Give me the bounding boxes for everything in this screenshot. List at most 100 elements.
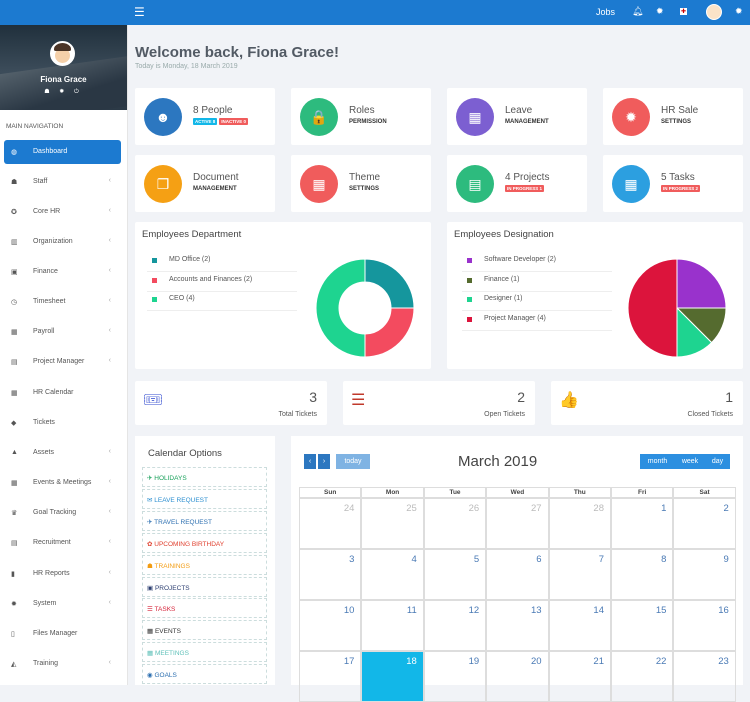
month-view-button[interactable]: month bbox=[640, 454, 675, 469]
calendar-option-trainings[interactable]: ☗ TRAININGS bbox=[142, 554, 267, 575]
legend-label: MD Office (2) bbox=[169, 256, 211, 263]
ticket-count: 2 bbox=[517, 389, 525, 405]
sidebar-item-goal-tracking[interactable]: ♛ Goal Tracking ‹ bbox=[4, 501, 121, 525]
stat-card[interactable]: ▦ 5 Tasks IN PROGRESS 2 bbox=[603, 155, 743, 212]
ticket-card[interactable]: 👍 1 Closed Tickets bbox=[551, 381, 743, 425]
calendar-option-meetings[interactable]: ▦ MEETINGS bbox=[142, 642, 267, 663]
day-view-button[interactable]: day bbox=[705, 454, 730, 469]
ticket-count: 3 bbox=[309, 389, 317, 405]
sidebar-item-events-meetings[interactable]: ▦ Events & Meetings ‹ bbox=[4, 471, 121, 495]
calendar-day[interactable]: 5 bbox=[423, 549, 487, 600]
sidebar-item-label: Timesheet bbox=[33, 298, 66, 305]
calendar-day[interactable]: 1 bbox=[611, 498, 674, 549]
sidebar-item-dashboard[interactable]: ◍ Dashboard bbox=[4, 140, 121, 164]
chevron-left-icon: ‹ bbox=[108, 478, 111, 485]
stat-card[interactable]: ❐ Document MANAGEMENT bbox=[135, 155, 275, 212]
calendar-day[interactable]: 4 bbox=[361, 549, 424, 600]
next-button[interactable]: › bbox=[318, 454, 330, 469]
calendar-day[interactable]: 8 bbox=[611, 549, 674, 600]
ticket-count: 1 bbox=[725, 389, 733, 405]
calendar-option-goals[interactable]: ◉ GOALS bbox=[142, 664, 267, 685]
sidebar-item-system[interactable]: ✹ System ‹ bbox=[4, 592, 121, 616]
card-title: Leave bbox=[505, 105, 533, 116]
calendar-day[interactable]: 26 bbox=[423, 498, 487, 549]
calendar-day[interactable]: 17 bbox=[299, 651, 362, 702]
sidebar-item-label: Staff bbox=[33, 178, 48, 185]
calendar-day[interactable]: 12 bbox=[423, 600, 487, 651]
calendar-day-today[interactable]: 18 bbox=[361, 651, 424, 702]
graduation-cap-icon: ◭ bbox=[11, 661, 17, 668]
calendar-day[interactable]: 6 bbox=[486, 549, 549, 600]
stat-card[interactable]: ▦ Leave MANAGEMENT bbox=[447, 88, 587, 145]
sidebar-item-finance[interactable]: ▣ Finance ‹ bbox=[4, 260, 121, 284]
calendar-day[interactable]: 3 bbox=[299, 549, 362, 600]
calendar-option-travel-request[interactable]: ✈ TRAVEL REQUEST bbox=[142, 510, 267, 531]
calendar-day[interactable]: 28 bbox=[548, 498, 611, 549]
calendar-day[interactable]: 9 bbox=[673, 549, 736, 600]
sidebar-item-organization[interactable]: ▥ Organization ‹ bbox=[4, 230, 121, 254]
legend-label: CEO (4) bbox=[169, 295, 195, 302]
calendar-day[interactable]: 21 bbox=[548, 651, 611, 702]
ticket-card[interactable]: ☰ 2 Open Tickets bbox=[343, 381, 535, 425]
sidebar-item-core-hr[interactable]: ✪ Core HR ‹ bbox=[4, 200, 121, 224]
calendar-day[interactable]: 20 bbox=[486, 651, 549, 702]
department-title: Employees Department bbox=[142, 229, 242, 240]
calendar-day[interactable]: 25 bbox=[361, 498, 424, 549]
calendar-icon: ▦ bbox=[11, 390, 18, 397]
calendar-day[interactable]: 11 bbox=[361, 600, 424, 651]
sidebar-item-recruitment[interactable]: ▤ Recruitment ‹ bbox=[4, 531, 121, 555]
calendar-day[interactable]: 22 bbox=[611, 651, 674, 702]
avatar[interactable] bbox=[706, 4, 722, 20]
calendar-day[interactable]: 10 bbox=[299, 600, 362, 651]
menu-toggle-icon[interactable]: ☰ bbox=[134, 5, 145, 19]
week-view-button[interactable]: week bbox=[675, 454, 705, 469]
calendar-day[interactable]: 2 bbox=[673, 498, 736, 549]
calendar-check-icon: ▦ bbox=[11, 480, 18, 487]
profile-actions[interactable]: ☗ ✹ ⏻ bbox=[44, 89, 83, 95]
calendar-option-projects[interactable]: ▣ PROJECTS bbox=[142, 576, 267, 597]
bell-icon[interactable]: 🔔︎ bbox=[632, 6, 644, 16]
calendar-option-holidays[interactable]: ✈ HOLIDAYS bbox=[142, 467, 267, 487]
sidebar-item-files-manager[interactable]: ▯ Files Manager bbox=[4, 622, 121, 646]
profile-avatar[interactable] bbox=[50, 41, 75, 66]
sidebar-item-project-manager[interactable]: ▤ Project Manager ‹ bbox=[4, 350, 121, 374]
sidebar-item-timesheet[interactable]: ◷ Timesheet ‹ bbox=[4, 290, 121, 314]
calendar-day[interactable]: 27 bbox=[486, 498, 549, 549]
today-button[interactable]: today bbox=[336, 454, 370, 469]
calendar-day[interactable]: 15 bbox=[611, 600, 674, 651]
sidebar-item-hr-calendar[interactable]: ▦ HR Calendar bbox=[4, 381, 121, 405]
flag-icon[interactable]: ✚ bbox=[680, 8, 688, 15]
calendar-option-events[interactable]: ▦ EVENTS bbox=[142, 620, 267, 641]
event-icon: ✿ bbox=[147, 540, 153, 548]
calendar-option-tasks[interactable]: ☰ TASKS bbox=[142, 598, 267, 619]
calendar-day[interactable]: 16 bbox=[673, 600, 736, 651]
calendar-day[interactable]: 23 bbox=[673, 651, 736, 702]
sidebar-item-staff[interactable]: ☗ Staff ‹ bbox=[4, 170, 121, 194]
gear-icon[interactable]: ✹ bbox=[656, 6, 664, 16]
calendar-day[interactable]: 24 bbox=[299, 498, 362, 549]
calendar-day[interactable]: 19 bbox=[423, 651, 487, 702]
stat-card[interactable]: 🔒 Roles PERMISSION bbox=[291, 88, 431, 145]
stat-card[interactable]: ☻ 8 People ACTIVE 8 INACTIVE 0 bbox=[135, 88, 275, 145]
jobs-link[interactable]: Jobs bbox=[596, 7, 616, 17]
calendar-option-leave-request[interactable]: ✉ LEAVE REQUEST bbox=[142, 488, 267, 509]
profile-panel: Fiona Grace ☗ ✹ ⏻ bbox=[0, 25, 127, 110]
ticket-card[interactable]: 🎟 3 Total Tickets bbox=[135, 381, 327, 425]
calendar-day[interactable]: 7 bbox=[548, 549, 611, 600]
calendar-option-upcoming-birthday[interactable]: ✿ UPCOMING BIRTHDAY bbox=[142, 532, 267, 553]
stat-card[interactable]: ▦ Theme SETTINGS bbox=[291, 155, 431, 212]
weekday-header: Mon bbox=[361, 487, 424, 498]
sidebar-item-assets[interactable]: ▲ Assets ‹ bbox=[4, 441, 121, 465]
card-title: HR Sale bbox=[661, 105, 699, 116]
users-icon: ☻ bbox=[144, 98, 182, 136]
sidebar-item-training[interactable]: ◭ Training ‹ bbox=[4, 652, 121, 676]
calendar-day[interactable]: 14 bbox=[548, 600, 611, 651]
stat-card[interactable]: ▤ 4 Projects IN PROGRESS 1 bbox=[447, 155, 587, 212]
sidebar-item-tickets[interactable]: ◆ Tickets bbox=[4, 411, 121, 435]
prev-button[interactable]: ‹ bbox=[304, 454, 316, 469]
sidebar-item-payroll[interactable]: ▦ Payroll ‹ bbox=[4, 320, 121, 344]
stat-card[interactable]: ✹ HR Sale SETTINGS bbox=[603, 88, 743, 145]
calendar-day[interactable]: 13 bbox=[486, 600, 549, 651]
settings-icon[interactable]: ✹ bbox=[735, 6, 743, 16]
sidebar-item-hr-reports[interactable]: ▮ HR Reports ‹ bbox=[4, 562, 121, 586]
